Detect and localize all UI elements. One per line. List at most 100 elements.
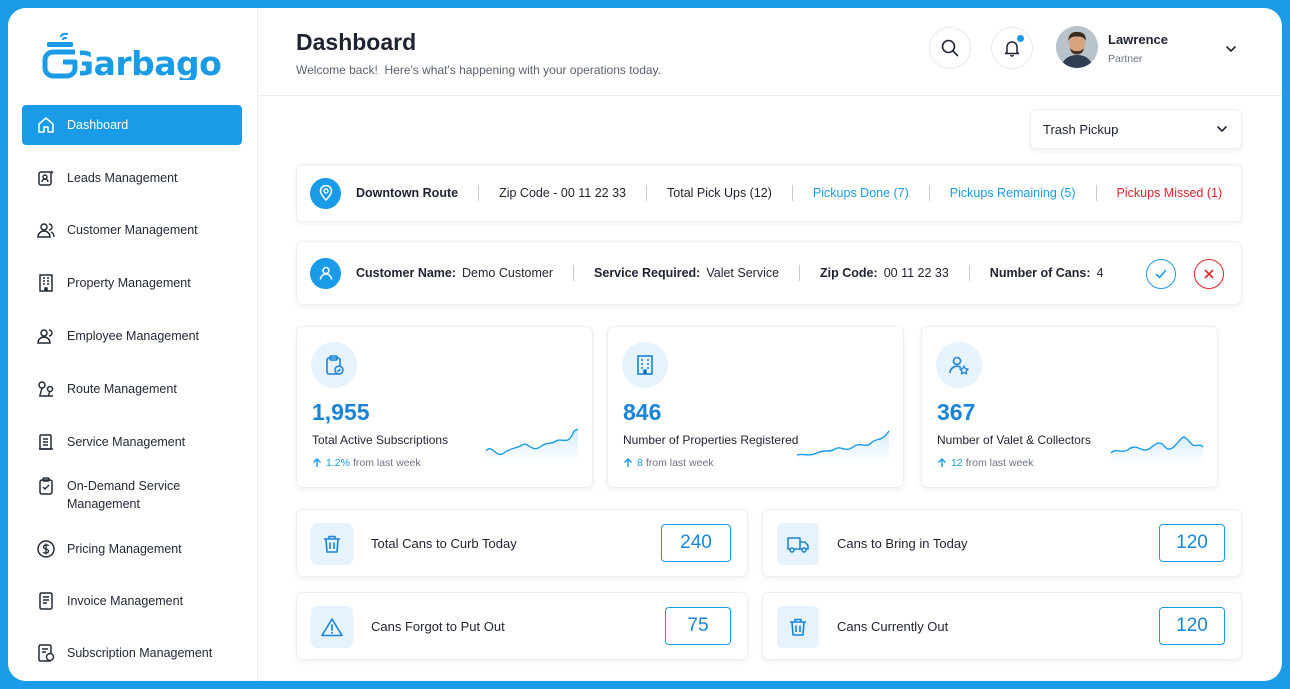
can-card-bring-in-today[interactable]: Cans to Bring in Today 120 (762, 509, 1242, 577)
bell-icon (1004, 41, 1020, 57)
sparkline-subscriptions (485, 428, 579, 463)
reject-button[interactable] (1194, 259, 1224, 289)
can-card-value: 75 (665, 607, 731, 645)
stat-trend: 8 from last week (623, 457, 714, 469)
divider (1095, 185, 1097, 201)
sidebar-item-invoices[interactable]: Invoice Management (22, 581, 242, 621)
route-summary-card: Downtown Route Zip Code - 00 11 22 33 To… (296, 164, 1242, 222)
trash-icon (311, 523, 353, 565)
arrow-up-icon (624, 458, 632, 467)
route-total-pickups: Total Pick Ups (12) (667, 186, 772, 200)
route-pickups-done[interactable]: Pickups Done (7) (812, 186, 909, 200)
leads-icon (38, 170, 54, 186)
clipboard-check-icon (311, 342, 357, 388)
can-card-label: Cans Currently Out (837, 619, 949, 634)
customer-name-value: Demo Customer (462, 266, 554, 280)
divider (928, 185, 930, 201)
customer-card: Customer Name: Demo Customer Service Req… (296, 241, 1242, 305)
page-subtitle: Welcome back! Here's what's happening wi… (296, 63, 661, 77)
stat-card-subscriptions[interactable]: 1,955 Total Active Subscriptions 1.2% fr… (296, 326, 593, 488)
route-name: Downtown Route (356, 186, 459, 200)
user-photo-icon (1056, 26, 1098, 68)
users-icon (37, 223, 55, 238)
sidebar-nav: Dashboard Leads Management Customer Mana… (22, 105, 242, 673)
warning-icon (311, 606, 353, 648)
close-icon (1204, 269, 1214, 279)
sidebar-item-dashboard[interactable]: Dashboard (22, 105, 242, 145)
employee-icon (37, 329, 53, 344)
stat-delta: 1.2% (326, 457, 350, 469)
stat-delta-suffix: from last week (645, 457, 714, 469)
stat-value: 846 (623, 399, 662, 425)
stat-label: Number of Properties Registered (623, 433, 799, 447)
divider (968, 265, 970, 281)
sidebar-item-leads[interactable]: Leads Management (22, 158, 242, 198)
sidebar-item-label: Pricing Management (67, 542, 182, 556)
sidebar-item-properties[interactable]: Property Management (22, 263, 242, 303)
sidebar-item-label: On-Demand Service Management (67, 479, 181, 511)
service-type-select[interactable]: Trash Pickup (1030, 109, 1242, 149)
sidebar-item-on-demand[interactable]: On-Demand Service Management (22, 473, 242, 517)
sidebar-item-services[interactable]: Service Management (22, 422, 242, 462)
sparkline-properties (796, 430, 890, 463)
chevron-down-icon[interactable] (1224, 42, 1238, 56)
search-button[interactable] (929, 27, 971, 69)
sidebar-item-label: Invoice Management (67, 594, 184, 608)
customer-name-label: Customer Name: (356, 266, 457, 280)
route-icon (38, 381, 54, 397)
route-pickups-missed[interactable]: Pickups Missed (1) (1116, 186, 1223, 200)
building-icon (39, 274, 53, 292)
stat-delta-suffix: from last week (965, 457, 1034, 469)
user-role: Partner (1108, 53, 1143, 65)
arrow-up-icon (938, 458, 946, 467)
divider (799, 265, 801, 281)
approve-button[interactable] (1146, 259, 1176, 289)
sidebar-item-customers[interactable]: Customer Management (22, 210, 242, 250)
user-star-icon (936, 342, 982, 388)
stat-value: 367 (937, 399, 976, 425)
notifications-button[interactable] (991, 27, 1033, 69)
route-pickups-remaining[interactable]: Pickups Remaining (5) (949, 186, 1076, 200)
divider (478, 185, 480, 201)
can-card-forgot[interactable]: Cans Forgot to Put Out 75 (296, 592, 748, 660)
sidebar-item-label: Route Management (67, 382, 177, 396)
clipboard-check-icon (39, 477, 53, 495)
sidebar-item-routes[interactable]: Route Management (22, 369, 242, 409)
trash-icon (777, 606, 819, 648)
brand-logo[interactable]: Garbago (41, 22, 221, 82)
divider (646, 185, 648, 201)
can-card-label: Cans Forgot to Put Out (371, 619, 505, 634)
can-card-label: Cans to Bring in Today (837, 536, 968, 551)
dollar-icon (37, 540, 55, 558)
sidebar: Garbago Dashboard Leads Management Custo… (8, 8, 258, 681)
sidebar-item-employees[interactable]: Employee Management (22, 316, 242, 356)
search-icon (941, 39, 959, 57)
sidebar-item-pricing[interactable]: Pricing Management (22, 529, 242, 569)
number-of-cans-label: Number of Cans: (989, 266, 1091, 280)
stat-card-valets[interactable]: 367 Number of Valet & Collectors 12 from… (921, 326, 1218, 488)
home-icon (38, 117, 54, 133)
stat-delta: 8 (637, 457, 643, 469)
can-card-label: Total Cans to Curb Today (371, 536, 517, 551)
customer-zip-label: Zip Code: (820, 266, 878, 280)
notification-dot (1017, 35, 1024, 42)
can-card-value: 240 (661, 524, 731, 562)
number-of-cans-value: 4 (1096, 266, 1104, 280)
user-name[interactable]: Lawrence (1108, 32, 1168, 47)
can-card-curb-today[interactable]: Total Cans to Curb Today 240 (296, 509, 748, 577)
sidebar-item-label: Employee Management (67, 329, 200, 343)
stat-card-properties[interactable]: 846 Number of Properties Registered 8 fr… (607, 326, 904, 488)
can-card-value: 120 (1159, 607, 1225, 645)
check-icon (1155, 269, 1167, 279)
sidebar-item-label: Property Management (67, 276, 191, 290)
sidebar-item-subscriptions[interactable]: Subscription Management (22, 633, 242, 673)
can-card-value: 120 (1159, 524, 1225, 562)
stat-label: Total Active Subscriptions (312, 433, 449, 447)
invoice-icon (39, 592, 53, 610)
stat-trend: 1.2% from last week (312, 457, 421, 469)
chevron-down-icon (1217, 126, 1227, 133)
garbago-logo-icon (42, 32, 78, 79)
avatar[interactable] (1056, 26, 1098, 68)
subscription-icon (38, 644, 55, 662)
can-card-currently-out[interactable]: Cans Currently Out 120 (762, 592, 1242, 660)
